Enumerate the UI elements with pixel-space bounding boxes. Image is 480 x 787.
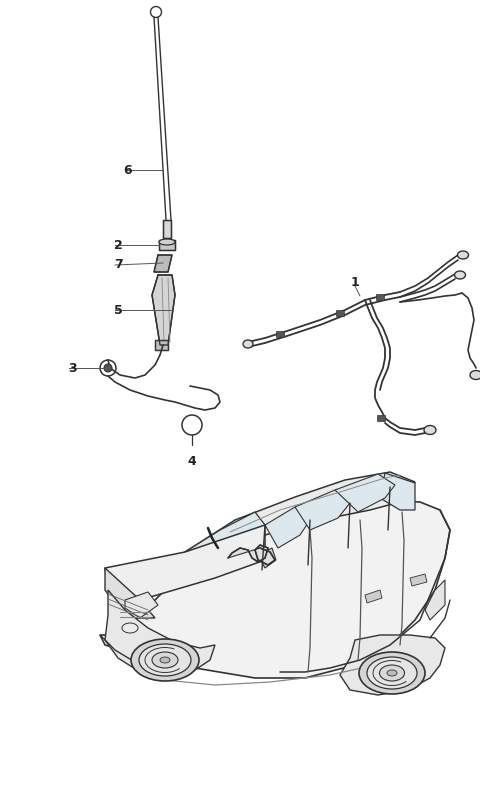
Polygon shape (340, 635, 445, 695)
Polygon shape (265, 507, 310, 548)
Ellipse shape (131, 639, 199, 681)
Text: 2: 2 (114, 238, 122, 252)
Text: 5: 5 (114, 304, 122, 316)
Ellipse shape (359, 652, 425, 694)
Ellipse shape (457, 251, 468, 259)
Polygon shape (377, 415, 385, 421)
Polygon shape (163, 220, 171, 238)
Polygon shape (185, 512, 265, 565)
Polygon shape (178, 472, 415, 558)
Polygon shape (152, 275, 175, 345)
Polygon shape (365, 590, 382, 603)
Ellipse shape (367, 657, 417, 689)
Text: 3: 3 (68, 361, 76, 375)
Ellipse shape (387, 670, 397, 676)
Polygon shape (425, 580, 445, 620)
Ellipse shape (160, 657, 170, 663)
Text: 6: 6 (124, 164, 132, 176)
Polygon shape (125, 592, 158, 618)
Ellipse shape (470, 371, 480, 379)
Circle shape (104, 364, 112, 372)
Ellipse shape (159, 239, 175, 245)
Ellipse shape (455, 271, 466, 279)
Polygon shape (380, 473, 415, 510)
Text: 1: 1 (350, 275, 360, 289)
Polygon shape (154, 255, 172, 272)
Polygon shape (105, 590, 215, 678)
Polygon shape (155, 340, 168, 350)
Ellipse shape (243, 340, 253, 348)
Polygon shape (276, 331, 284, 337)
Polygon shape (335, 474, 395, 512)
Text: 4: 4 (188, 455, 196, 468)
Polygon shape (295, 490, 350, 530)
Text: 7: 7 (114, 258, 122, 272)
Ellipse shape (424, 426, 436, 434)
Ellipse shape (122, 623, 138, 633)
Polygon shape (376, 294, 384, 300)
Polygon shape (410, 574, 427, 586)
Ellipse shape (380, 665, 405, 681)
Ellipse shape (139, 644, 191, 676)
Polygon shape (336, 310, 344, 316)
Polygon shape (105, 568, 155, 618)
Polygon shape (228, 545, 275, 565)
Ellipse shape (152, 652, 178, 668)
Polygon shape (105, 525, 265, 600)
Polygon shape (159, 240, 175, 250)
Polygon shape (258, 548, 276, 568)
Polygon shape (100, 500, 450, 678)
